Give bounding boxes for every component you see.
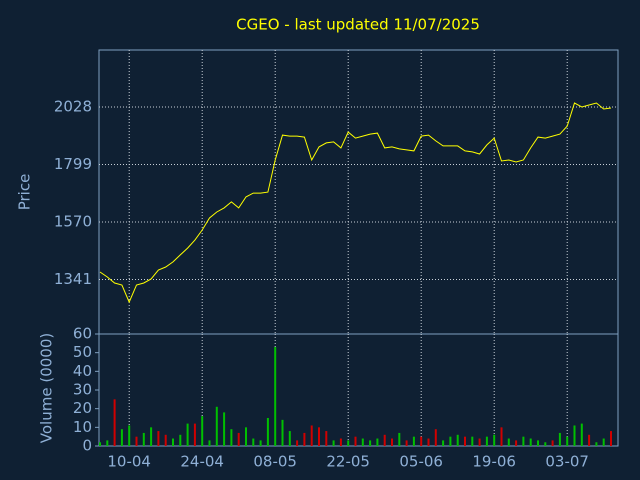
y2-tick-label: 60 xyxy=(73,325,92,343)
volume-bar xyxy=(529,438,532,446)
volume-bar xyxy=(157,431,160,446)
y-axis-label: Price xyxy=(16,174,34,211)
volume-bar xyxy=(478,438,481,446)
x-tick-label: 03-07 xyxy=(545,453,589,471)
volume-bar xyxy=(296,440,299,446)
volume-bar xyxy=(281,419,284,446)
volume-bar xyxy=(405,440,408,446)
volume-bar xyxy=(588,434,591,446)
volume-bar xyxy=(172,438,174,446)
x-tick-label: 22-05 xyxy=(326,453,370,471)
volume-bar xyxy=(201,416,204,446)
y2-tick-label: 50 xyxy=(73,343,92,361)
y-tick-label: 2028 xyxy=(54,98,92,116)
volume-bar xyxy=(412,436,415,446)
volume-bar xyxy=(398,432,401,446)
chart-title: CGEO - last updated 11/07/2025 xyxy=(236,16,480,34)
volume-bar xyxy=(580,423,583,446)
volume-bar xyxy=(383,434,386,446)
volume-bar xyxy=(288,431,291,446)
volume-bar xyxy=(179,434,182,446)
volume-bar xyxy=(347,440,350,446)
y-tick-label: 1799 xyxy=(54,155,92,173)
volume-bar xyxy=(164,434,167,446)
volume-bar xyxy=(537,440,539,446)
volume-bar xyxy=(303,432,306,446)
volume-bar xyxy=(471,436,474,446)
volume-bar xyxy=(522,436,525,446)
volume-bar xyxy=(230,429,233,446)
volume-bar xyxy=(376,438,379,446)
volume-bar xyxy=(369,440,372,446)
volume-bar xyxy=(215,406,218,446)
volume-bar xyxy=(237,432,240,446)
volume-bar xyxy=(493,434,496,446)
volume-bar xyxy=(106,440,109,446)
volume-bar xyxy=(99,442,101,446)
x-tick-label: 24-04 xyxy=(180,453,224,471)
volume-bar xyxy=(252,438,255,446)
volume-bar xyxy=(135,436,138,446)
volume-bar xyxy=(318,427,320,446)
volume-bar xyxy=(427,438,430,446)
volume-bar xyxy=(573,425,576,446)
volume-bar xyxy=(208,440,211,446)
price-line xyxy=(99,102,612,304)
volume-bar xyxy=(120,429,123,446)
volume-bar xyxy=(193,423,196,446)
volume-bar xyxy=(464,436,466,446)
volume-bar xyxy=(150,427,153,446)
volume-bar xyxy=(602,438,605,446)
y2-tick-label: 10 xyxy=(73,418,92,436)
volume-bar xyxy=(274,347,277,446)
volume-bar xyxy=(339,438,342,446)
volume-bar xyxy=(245,427,247,446)
volume-bar xyxy=(507,438,510,446)
x-tick-label: 08-05 xyxy=(253,453,297,471)
y-tick-label: 1341 xyxy=(54,270,92,288)
x-tick-label: 05-06 xyxy=(399,453,443,471)
volume-bar xyxy=(332,440,335,446)
volume-bar xyxy=(259,440,262,446)
y2-tick-label: 40 xyxy=(73,362,92,380)
y2-tick-label: 20 xyxy=(73,399,92,417)
volume-bar xyxy=(354,436,357,446)
volume-bar xyxy=(310,425,313,446)
y2-tick-label: 30 xyxy=(73,381,92,399)
volume-bar xyxy=(551,440,554,446)
y2-tick-label: 0 xyxy=(82,437,92,455)
volume-bar xyxy=(566,436,569,446)
volume-bar xyxy=(515,440,518,446)
volume-bar xyxy=(595,442,598,446)
volume-bar xyxy=(449,436,452,446)
volume-bar xyxy=(266,418,269,446)
volume-bar xyxy=(558,432,561,446)
volume-bar xyxy=(485,436,488,446)
volume-bar xyxy=(113,399,116,446)
y-tick-label: 1570 xyxy=(54,213,92,231)
volume-bar xyxy=(186,423,189,446)
volume-bar xyxy=(610,431,612,446)
volume-bar xyxy=(456,434,459,446)
volume-bar xyxy=(325,431,328,446)
volume-bar xyxy=(544,442,547,446)
volume-bar xyxy=(391,438,393,446)
x-tick-label: 19-06 xyxy=(472,453,516,471)
volume-bar xyxy=(434,429,437,446)
volume-bar xyxy=(142,432,145,446)
volume-bar xyxy=(361,438,364,446)
volume-bar xyxy=(500,427,503,446)
volume-bar xyxy=(223,412,226,446)
y2-axis-label: Volume (0000) xyxy=(38,333,56,443)
volume-bar xyxy=(128,425,131,446)
volume-bar xyxy=(420,436,423,446)
x-tick-label: 10-04 xyxy=(107,453,151,471)
volume-bar xyxy=(442,440,445,446)
